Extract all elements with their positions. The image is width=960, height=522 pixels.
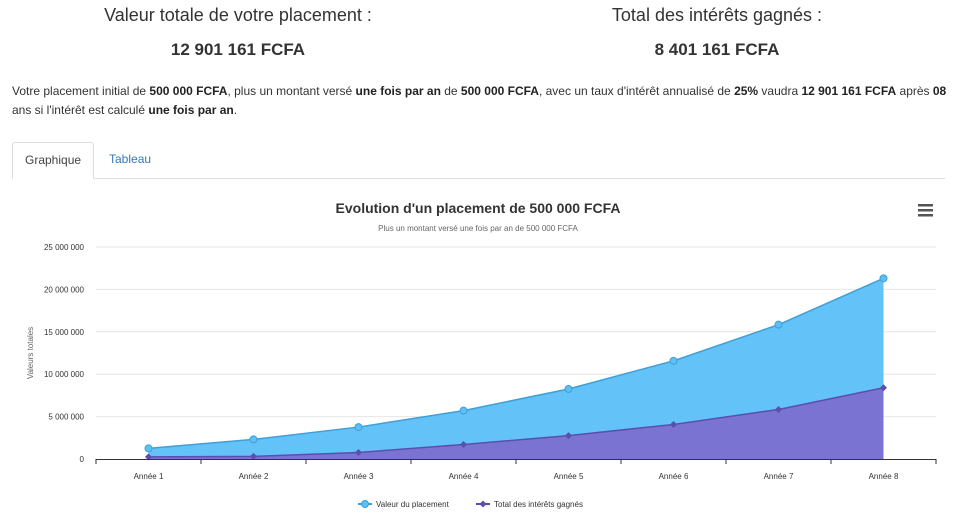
x-tick-label: Année 1	[134, 472, 164, 481]
desc-final-value: 12 901 161 FCFA	[801, 84, 897, 98]
y-tick-label: 0	[80, 455, 85, 464]
data-point[interactable]	[250, 452, 257, 460]
desc-text: de	[440, 84, 461, 98]
total-value-amount: 12 901 161 FCFA	[170, 40, 306, 59]
chart-series-areas	[144, 274, 888, 461]
y-tick-label: 10 000 000	[44, 370, 85, 379]
desc-frequency: une fois par an	[355, 84, 441, 98]
y-axis-title: Valeurs totales	[26, 327, 35, 379]
series-line-1	[148, 387, 884, 458]
desc-text: , avec un taux d'intérêt annualisé de	[538, 84, 735, 98]
data-point[interactable]	[144, 444, 153, 453]
x-tick-label: Année 7	[764, 472, 794, 481]
data-point[interactable]	[880, 384, 887, 392]
y-tick-label: 15 000 000	[44, 328, 85, 337]
legend-marker	[479, 500, 487, 508]
chart-subtitle: Plus un montant versé une fois par an de…	[378, 224, 578, 233]
data-point[interactable]	[879, 274, 888, 283]
x-tick-label: Année 2	[239, 472, 269, 481]
y-tick-label: 5 000 000	[48, 413, 84, 422]
interest-value-amount: 8 401 161 FCFA	[654, 40, 780, 59]
desc-years: 08	[932, 84, 947, 98]
y-axis-ticks: 0 5 000 000 10 000 000 15 000 000 20 000 000…	[44, 243, 85, 464]
data-point[interactable]	[355, 449, 362, 457]
series-area-1	[148, 387, 884, 459]
legend-item-0[interactable]: Valeur du placement	[358, 500, 450, 509]
description-paragraph: Votre placement initial de 500 000 FCFA,…	[12, 82, 947, 120]
interest-value-block: Total des intérêts gagnés : 8 401 161 FC…	[567, 5, 867, 60]
desc-text: après	[896, 84, 933, 98]
x-tick-label: Année 8	[869, 472, 899, 481]
data-point[interactable]	[460, 441, 467, 449]
x-tick-label: Année 3	[344, 472, 374, 481]
chart-container: Evolution d'un placement de 500 000 FCFA…	[0, 190, 960, 517]
desc-text: , plus un montant versé	[227, 84, 356, 98]
x-tick-label: Année 4	[449, 472, 479, 481]
desc-rate: 25%	[734, 84, 759, 98]
y-tick-label: 25 000 000	[44, 243, 85, 252]
legend-label: Total des intérêts gagnés	[494, 500, 583, 509]
data-point[interactable]	[669, 356, 678, 365]
legend-item-1[interactable]: Total des intérêts gagnés	[476, 500, 583, 509]
series-area-0	[148, 278, 884, 459]
total-value-label: Valeur totale de votre placement :	[104, 5, 372, 25]
desc-text: vaudra	[758, 84, 802, 98]
tab-graphique[interactable]: Graphique	[12, 142, 95, 179]
x-tick-label: Année 5	[554, 472, 584, 481]
interest-value-label: Total des intérêts gagnés :	[611, 5, 823, 25]
data-point[interactable]	[670, 420, 677, 428]
chart-svg: Evolution d'un placement de 500 000 FCFA…	[26, 200, 937, 509]
x-axis: Année 1 Année 2 Année 3 Année 4 Année 5 Année…	[95, 459, 937, 481]
desc-text: ans si l'intérêt est calculé	[12, 103, 149, 117]
desc-text: Votre placement initial de	[12, 84, 150, 98]
data-point[interactable]	[775, 405, 782, 413]
chart-title: Evolution d'un placement de 500 000 FCFA	[336, 200, 621, 216]
desc-compounding: une fois par an	[148, 103, 234, 117]
legend-label: Valeur du placement	[376, 500, 450, 509]
desc-text: .	[233, 103, 238, 117]
hamburger-menu-icon[interactable]	[914, 200, 936, 220]
data-point[interactable]	[249, 435, 258, 444]
series-line-0	[148, 277, 884, 450]
legend-marker	[361, 500, 369, 508]
data-point[interactable]	[354, 423, 363, 432]
data-point[interactable]	[564, 384, 573, 393]
desc-initial-amount: 500 000 FCFA	[149, 84, 228, 98]
summary-section: Valeur totale de votre placement : 12 90…	[0, 0, 960, 70]
view-tabs: Graphique Tableau	[12, 142, 945, 179]
data-point[interactable]	[774, 320, 783, 329]
y-tick-label: 20 000 000	[44, 285, 85, 294]
desc-periodic-amount: 500 000 FCFA	[460, 84, 539, 98]
total-value-block: Valeur totale de votre placement : 12 90…	[88, 5, 388, 60]
x-tick-label: Année 6	[659, 472, 689, 481]
chart-legend: Valeur du placement Total des intérêts ga…	[358, 500, 583, 509]
data-point[interactable]	[145, 453, 152, 461]
data-point[interactable]	[459, 406, 468, 415]
tab-tableau[interactable]: Tableau	[109, 152, 152, 166]
data-point[interactable]	[565, 432, 572, 440]
